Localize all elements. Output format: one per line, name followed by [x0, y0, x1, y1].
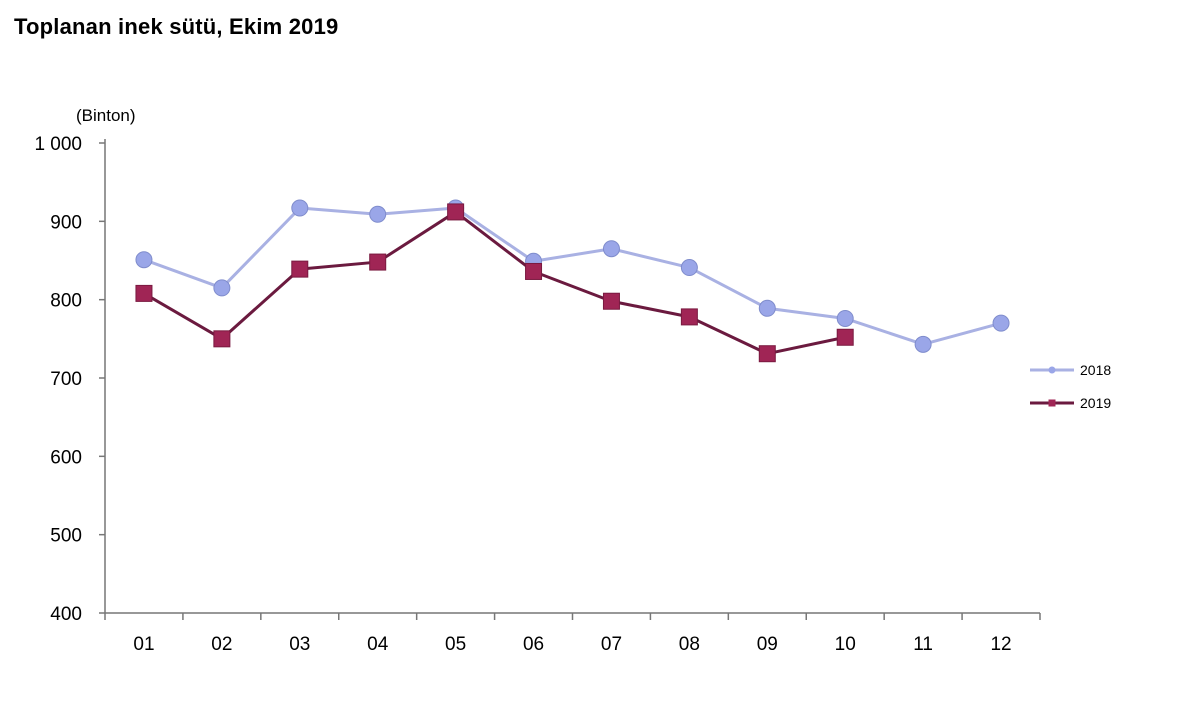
y-tick-label: 600: [50, 447, 82, 468]
x-tick-label: 11: [913, 634, 933, 655]
axes: 400 500 600 700 800 900 1 000 01 02 03 04 05 06 07 08 0…: [34, 134, 1041, 655]
data-point-2018: [836, 309, 854, 327]
series-line-2018: [143, 206, 1002, 346]
x-tick-label: 12: [990, 634, 1011, 655]
data-point-2018: [680, 259, 698, 277]
x-tick-label: 06: [523, 634, 544, 655]
series-2019: [135, 203, 854, 363]
data-point-2018: [758, 299, 776, 317]
chart-title: Toplanan inek sütü, Ekim 2019: [14, 14, 339, 39]
y-tick-label: 500: [50, 526, 82, 547]
data-point-2019: [758, 345, 776, 363]
data-point-2019: [135, 284, 153, 302]
legend-label: 2019: [1080, 395, 1111, 411]
series-2018: [135, 199, 1010, 353]
legend-marker: [1048, 366, 1056, 374]
x-tick-label: 03: [289, 634, 310, 655]
x-tick-label: 10: [835, 634, 856, 655]
data-point-2019: [291, 260, 309, 278]
x-tick-label: 07: [601, 634, 622, 655]
x-tick-label: 01: [133, 634, 154, 655]
series-layer: [135, 199, 1010, 363]
data-point-2019: [369, 253, 387, 271]
data-point-2018: [291, 199, 309, 217]
x-tick-label: 04: [367, 634, 389, 655]
y-unit-label: (Binton): [76, 106, 136, 125]
data-point-2019: [213, 330, 231, 348]
x-tick-label: 02: [211, 634, 232, 655]
data-point-2018: [135, 251, 153, 269]
data-point-2018: [914, 335, 932, 353]
data-point-2019: [447, 203, 465, 221]
y-tick-label: 1 000: [34, 134, 82, 155]
legend-item-2018: 2018: [1030, 362, 1111, 378]
legend: 2018 2019: [1030, 362, 1111, 411]
y-tick-label: 800: [50, 291, 82, 312]
data-point-2018: [602, 240, 620, 258]
x-tick-label: 08: [679, 634, 700, 655]
y-tick-label: 400: [50, 604, 82, 625]
data-point-2019: [680, 308, 698, 326]
data-point-2018: [213, 279, 231, 297]
data-point-2018: [369, 205, 387, 223]
legend-item-2019: 2019: [1030, 395, 1111, 411]
data-point-2018: [992, 314, 1010, 332]
data-point-2019: [525, 262, 543, 280]
legend-marker: [1048, 399, 1056, 407]
legend-label: 2018: [1080, 362, 1111, 378]
y-tick-label: 900: [50, 212, 82, 233]
data-point-2019: [602, 292, 620, 310]
y-tick-label: 700: [50, 369, 82, 390]
x-tick-label: 05: [445, 634, 466, 655]
x-tick-label: 09: [757, 634, 778, 655]
series-line-2019: [143, 210, 846, 356]
data-point-2019: [836, 328, 854, 346]
